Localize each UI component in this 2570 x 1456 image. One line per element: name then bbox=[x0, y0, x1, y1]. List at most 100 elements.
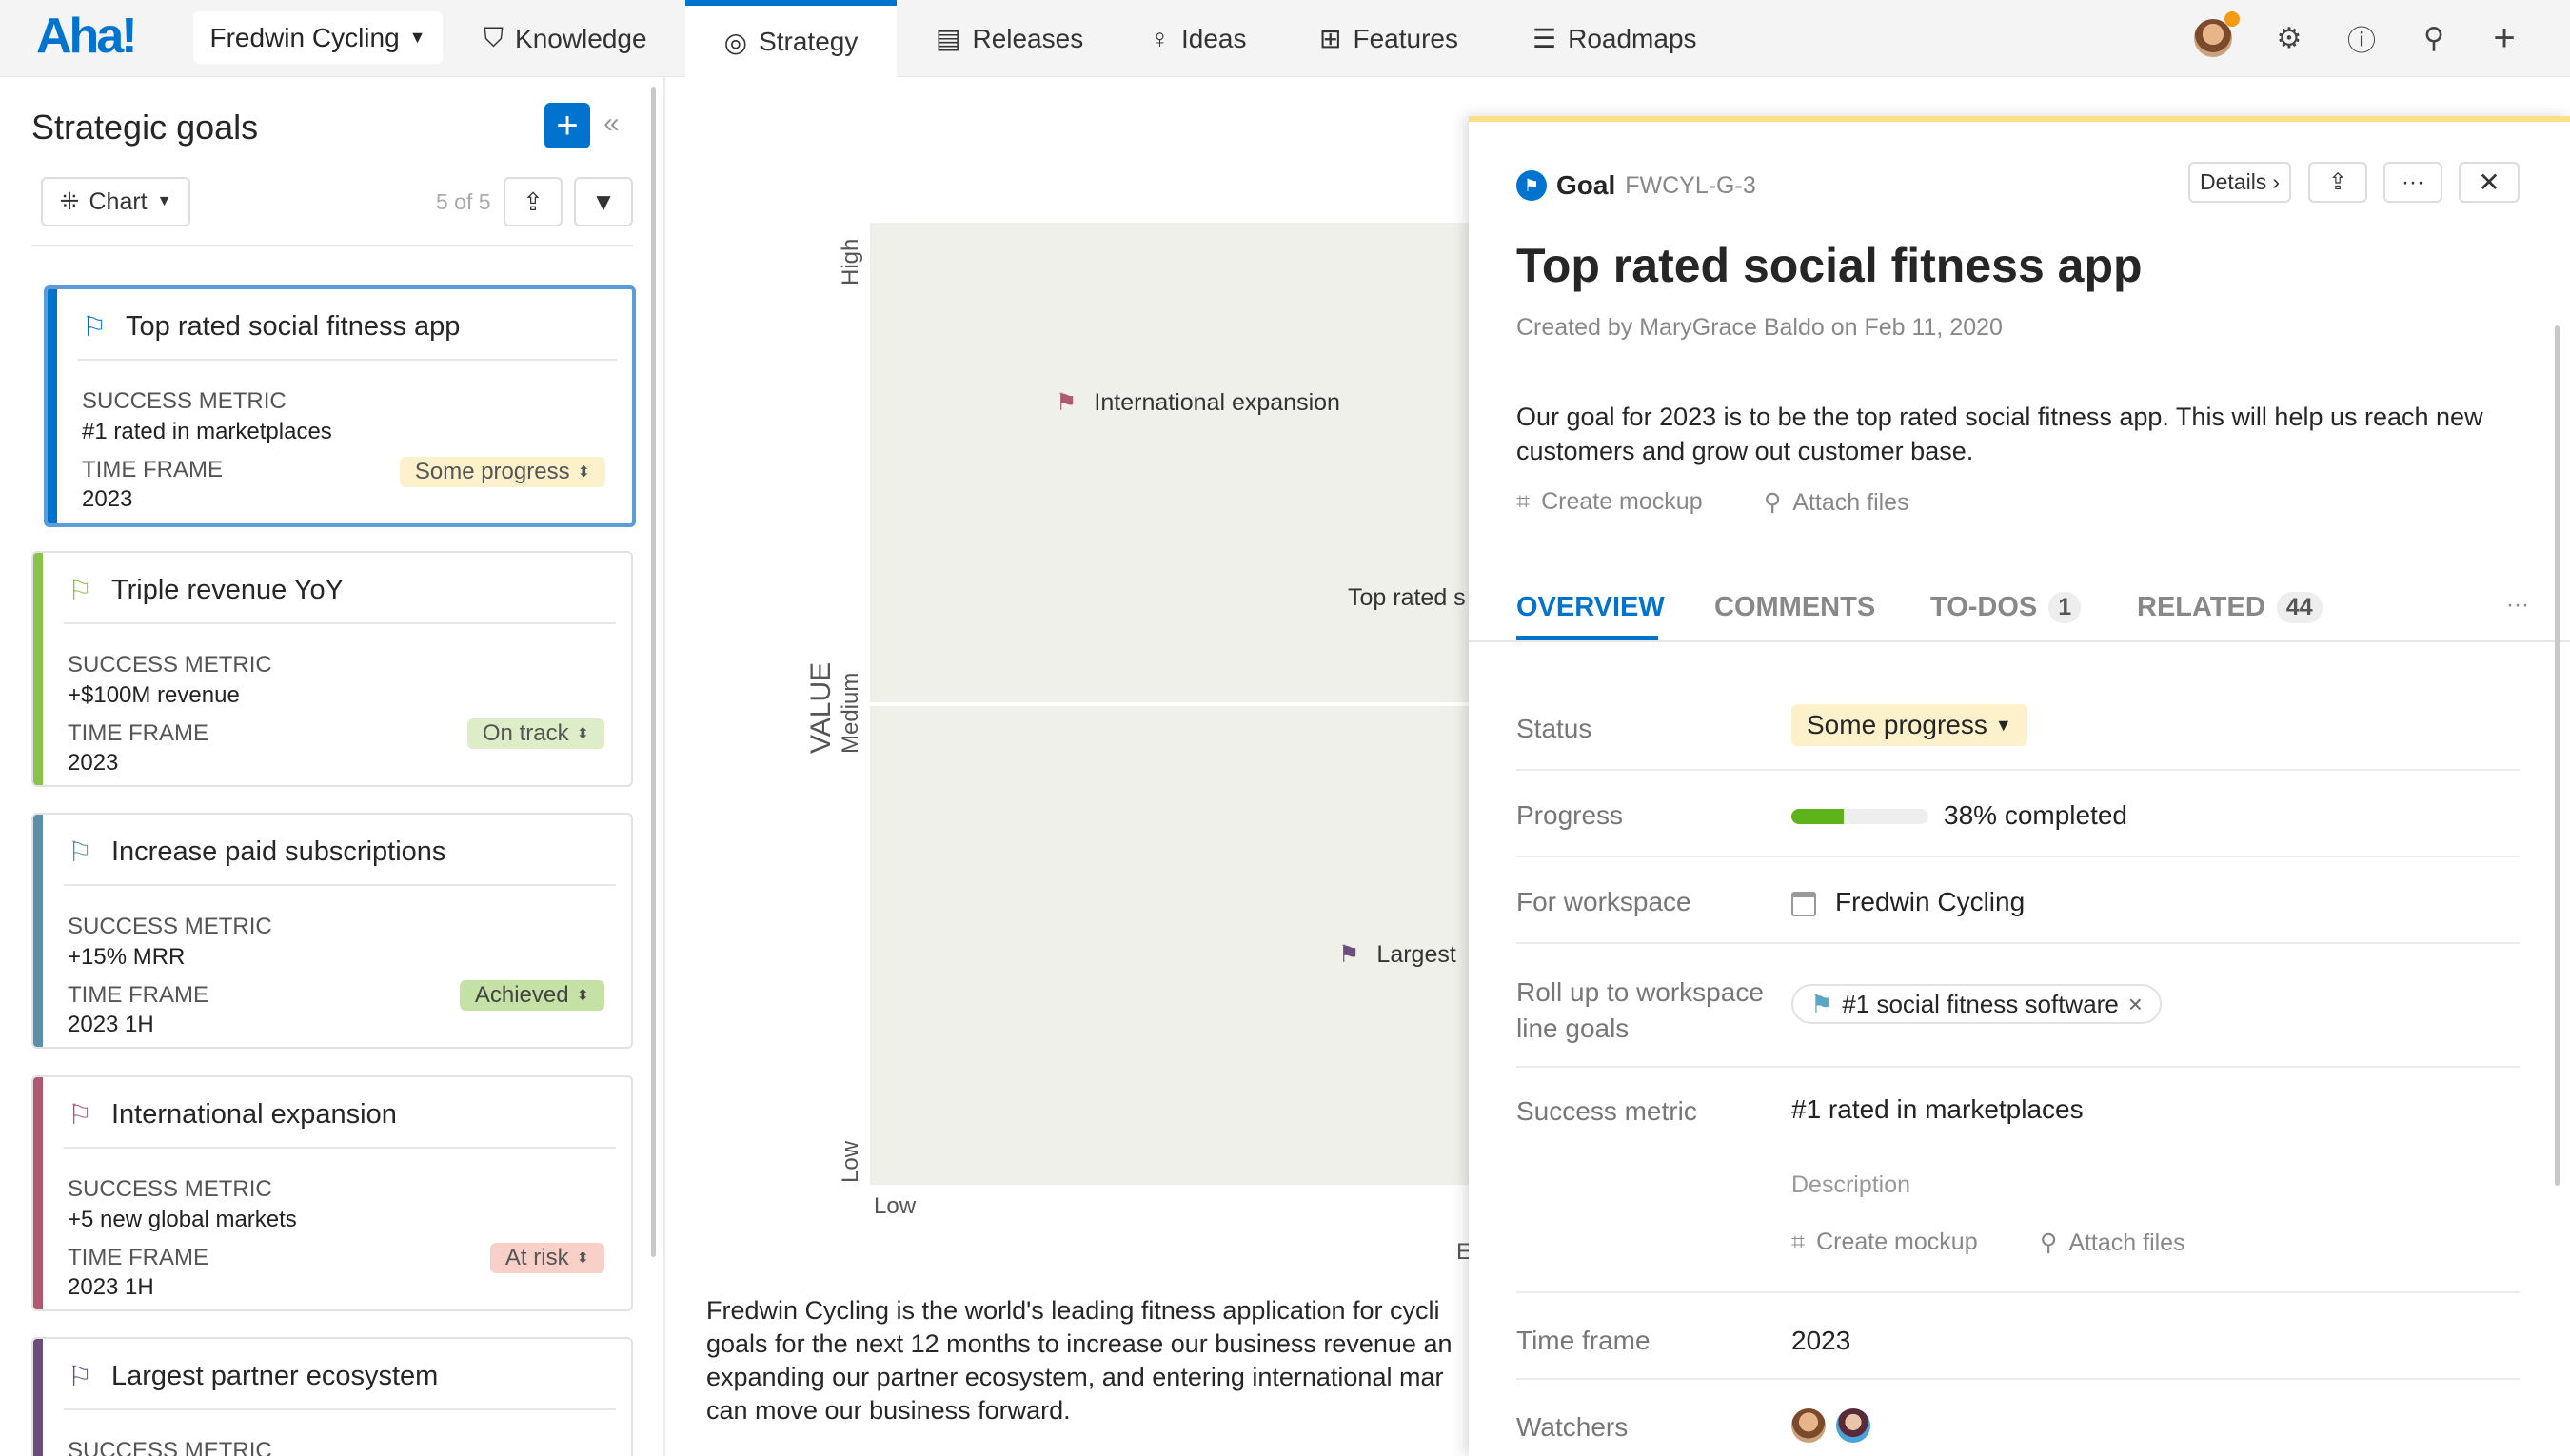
link-label: Attach files bbox=[2068, 1229, 2185, 1256]
chart-point[interactable]: ⚑ International expansion bbox=[1056, 388, 1340, 417]
view-dropdown[interactable]: ⁜ Chart ▼ bbox=[41, 177, 190, 226]
nav-label: Releases bbox=[972, 23, 1084, 53]
x-axis-label: E bbox=[1456, 1239, 1473, 1265]
nav-releases[interactable]: ▤ Releases bbox=[936, 0, 1083, 77]
workspace-value[interactable]: Fredwin Cycling bbox=[1835, 887, 2026, 916]
filter-button[interactable]: ▼ bbox=[574, 177, 633, 226]
point-label: Top rated s bbox=[1348, 584, 1466, 611]
status-value: Some progress bbox=[1807, 710, 1987, 739]
book-icon: ⛉ bbox=[484, 23, 504, 52]
divider bbox=[1516, 1378, 2520, 1380]
status-label: Some progress bbox=[414, 459, 570, 484]
metric-description-field[interactable]: Description bbox=[1791, 1171, 1911, 1198]
create-mockup-link[interactable]: ⌗ Create mockup bbox=[1516, 488, 1703, 516]
watcher-avatar[interactable] bbox=[1791, 1408, 1826, 1443]
metric-label: Success metric bbox=[1516, 1096, 1697, 1126]
rollup-chip[interactable]: ⚑ #1 social fitness software × bbox=[1791, 984, 2162, 1024]
caret-down-icon: ▼ bbox=[1994, 715, 2012, 735]
remove-icon[interactable]: × bbox=[2127, 989, 2143, 1018]
metric-label: SUCCESS METRIC bbox=[82, 388, 287, 414]
metric-label: SUCCESS METRIC bbox=[68, 1438, 272, 1456]
status-label: Status bbox=[1516, 714, 1592, 743]
panel-scrollbar[interactable] bbox=[2555, 325, 2560, 1186]
y-tick: Medium bbox=[838, 672, 863, 754]
more-tabs-icon[interactable]: ··· bbox=[2506, 592, 2529, 618]
goal-card[interactable]: ⚐ International expansion SUCCESS METRIC +… bbox=[31, 1075, 633, 1311]
nav-strategy[interactable]: ◎ Strategy bbox=[685, 0, 897, 78]
tab-count: 1 bbox=[2048, 592, 2082, 623]
watcher-avatar[interactable] bbox=[1836, 1408, 1870, 1443]
divider bbox=[64, 884, 616, 886]
tab-comments[interactable]: COMMENTS bbox=[1714, 592, 1875, 623]
add-goal-button[interactable]: + bbox=[544, 103, 590, 148]
nav-knowledge[interactable]: ⛉ Knowledge bbox=[484, 0, 647, 77]
tab-label: OVERVIEW bbox=[1516, 592, 1665, 622]
tab-todos[interactable]: TO-DOS 1 bbox=[1930, 592, 2082, 623]
divider bbox=[78, 359, 617, 361]
goal-name: Triple revenue YoY bbox=[111, 575, 344, 605]
help-icon[interactable]: ⓘ bbox=[2347, 26, 2376, 57]
nav-label: Features bbox=[1353, 23, 1458, 53]
sidebar-scrollbar[interactable] bbox=[651, 87, 656, 1257]
y-axis-label: VALUE bbox=[805, 661, 837, 754]
timeframe-value[interactable]: 2023 bbox=[1791, 1326, 1851, 1355]
status-badge[interactable]: At risk ⬍ bbox=[489, 1243, 604, 1273]
divider bbox=[1516, 1066, 2520, 1068]
more-button[interactable]: ··· bbox=[2383, 162, 2442, 203]
goal-name: Largest partner ecosystem bbox=[111, 1361, 439, 1391]
goal-chart-plot: ⚑ International expansion Top rated s ⚑ La… bbox=[870, 223, 1536, 1185]
goal-card[interactable]: ⚐ Largest partner ecosystem SUCCESS METRI… bbox=[31, 1337, 633, 1456]
divider bbox=[31, 245, 633, 246]
goal-description[interactable]: Our goal for 2023 is to be the top rated… bbox=[1516, 400, 2483, 468]
goal-card[interactable]: ⚐ Increase paid subscriptions SUCCESS MET… bbox=[31, 813, 633, 1049]
nav-roadmaps[interactable]: ☰ Roadmaps bbox=[1532, 0, 1697, 77]
paperclip-icon: ⚲ bbox=[2040, 1230, 2058, 1256]
goal-card[interactable]: ⚐ Triple revenue YoY SUCCESS METRIC +$100M… bbox=[31, 551, 633, 787]
tab-overview[interactable]: OVERVIEW bbox=[1516, 592, 1665, 623]
record-type: Goal bbox=[1556, 170, 1616, 200]
chart-point[interactable]: ⚑ Largest bbox=[1338, 940, 1456, 969]
status-badge[interactable]: On track ⬍ bbox=[466, 718, 604, 749]
details-button[interactable]: Details › bbox=[2188, 162, 2291, 203]
search-icon[interactable]: ⚲ bbox=[2423, 22, 2444, 54]
timeframe-label: TIME FRAME bbox=[68, 1245, 208, 1270]
gear-icon[interactable]: ⚙ bbox=[2276, 22, 2303, 54]
attach-files-link[interactable]: ⚲ Attach files bbox=[1764, 488, 1909, 517]
metric-value: +5 new global markets bbox=[68, 1207, 297, 1232]
share-icon: ⇪ bbox=[523, 187, 544, 216]
plus-icon[interactable]: + bbox=[2493, 16, 2516, 59]
workspace-dropdown[interactable]: Fredwin Cycling ▼ bbox=[193, 11, 443, 64]
record-id[interactable]: FWCYL-G-3 bbox=[1625, 171, 1756, 199]
share-button[interactable]: ⇪ bbox=[504, 177, 563, 226]
goal-color-bar bbox=[48, 289, 57, 523]
goal-card[interactable]: ⚐ Top rated social fitness app SUCCESS ME… bbox=[44, 285, 636, 527]
goal-title[interactable]: Top rated social fitness app bbox=[1516, 239, 2143, 292]
workspace-icon bbox=[1791, 892, 1816, 916]
tab-count: 44 bbox=[2276, 592, 2323, 623]
collapse-icon[interactable]: « bbox=[603, 108, 620, 139]
status-badge[interactable]: Some progress ⬍ bbox=[399, 457, 605, 487]
metric-label: SUCCESS METRIC bbox=[68, 652, 272, 678]
aha-logo[interactable]: Aha! bbox=[36, 9, 138, 64]
chart-midline bbox=[870, 702, 1536, 706]
tab-related[interactable]: RELATED 44 bbox=[2137, 592, 2323, 623]
metric-value[interactable]: #1 rated in marketplaces bbox=[1791, 1094, 2084, 1124]
y-tick: Low bbox=[838, 1140, 863, 1183]
attach-files-link[interactable]: ⚲ Attach files bbox=[2040, 1229, 2185, 1257]
nav-ideas[interactable]: ♀ Ideas bbox=[1150, 0, 1247, 77]
status-badge[interactable]: Achieved ⬍ bbox=[459, 980, 604, 1011]
user-avatar[interactable] bbox=[2194, 19, 2232, 57]
strategy-description: Fredwin Cycling is the world's leading f… bbox=[706, 1294, 1452, 1427]
status-label: Achieved bbox=[474, 982, 569, 1008]
workspace-name: Fredwin Cycling bbox=[209, 22, 400, 52]
share-button[interactable]: ⇪ bbox=[2308, 162, 2367, 203]
goal-name: Top rated social fitness app bbox=[126, 311, 461, 342]
rollup-value: #1 social fitness software bbox=[1842, 989, 2119, 1018]
nav-features[interactable]: ⊞ Features bbox=[1319, 0, 1458, 77]
status-dropdown[interactable]: Some progress ▼ bbox=[1791, 704, 2027, 746]
create-mockup-link[interactable]: ⌗ Create mockup bbox=[1791, 1229, 1978, 1256]
calendar-icon: ▤ bbox=[936, 24, 961, 53]
close-button[interactable]: ✕ bbox=[2459, 162, 2520, 203]
chart-point[interactable]: Top rated s bbox=[1348, 584, 1466, 612]
x-tick: Low bbox=[874, 1193, 917, 1219]
